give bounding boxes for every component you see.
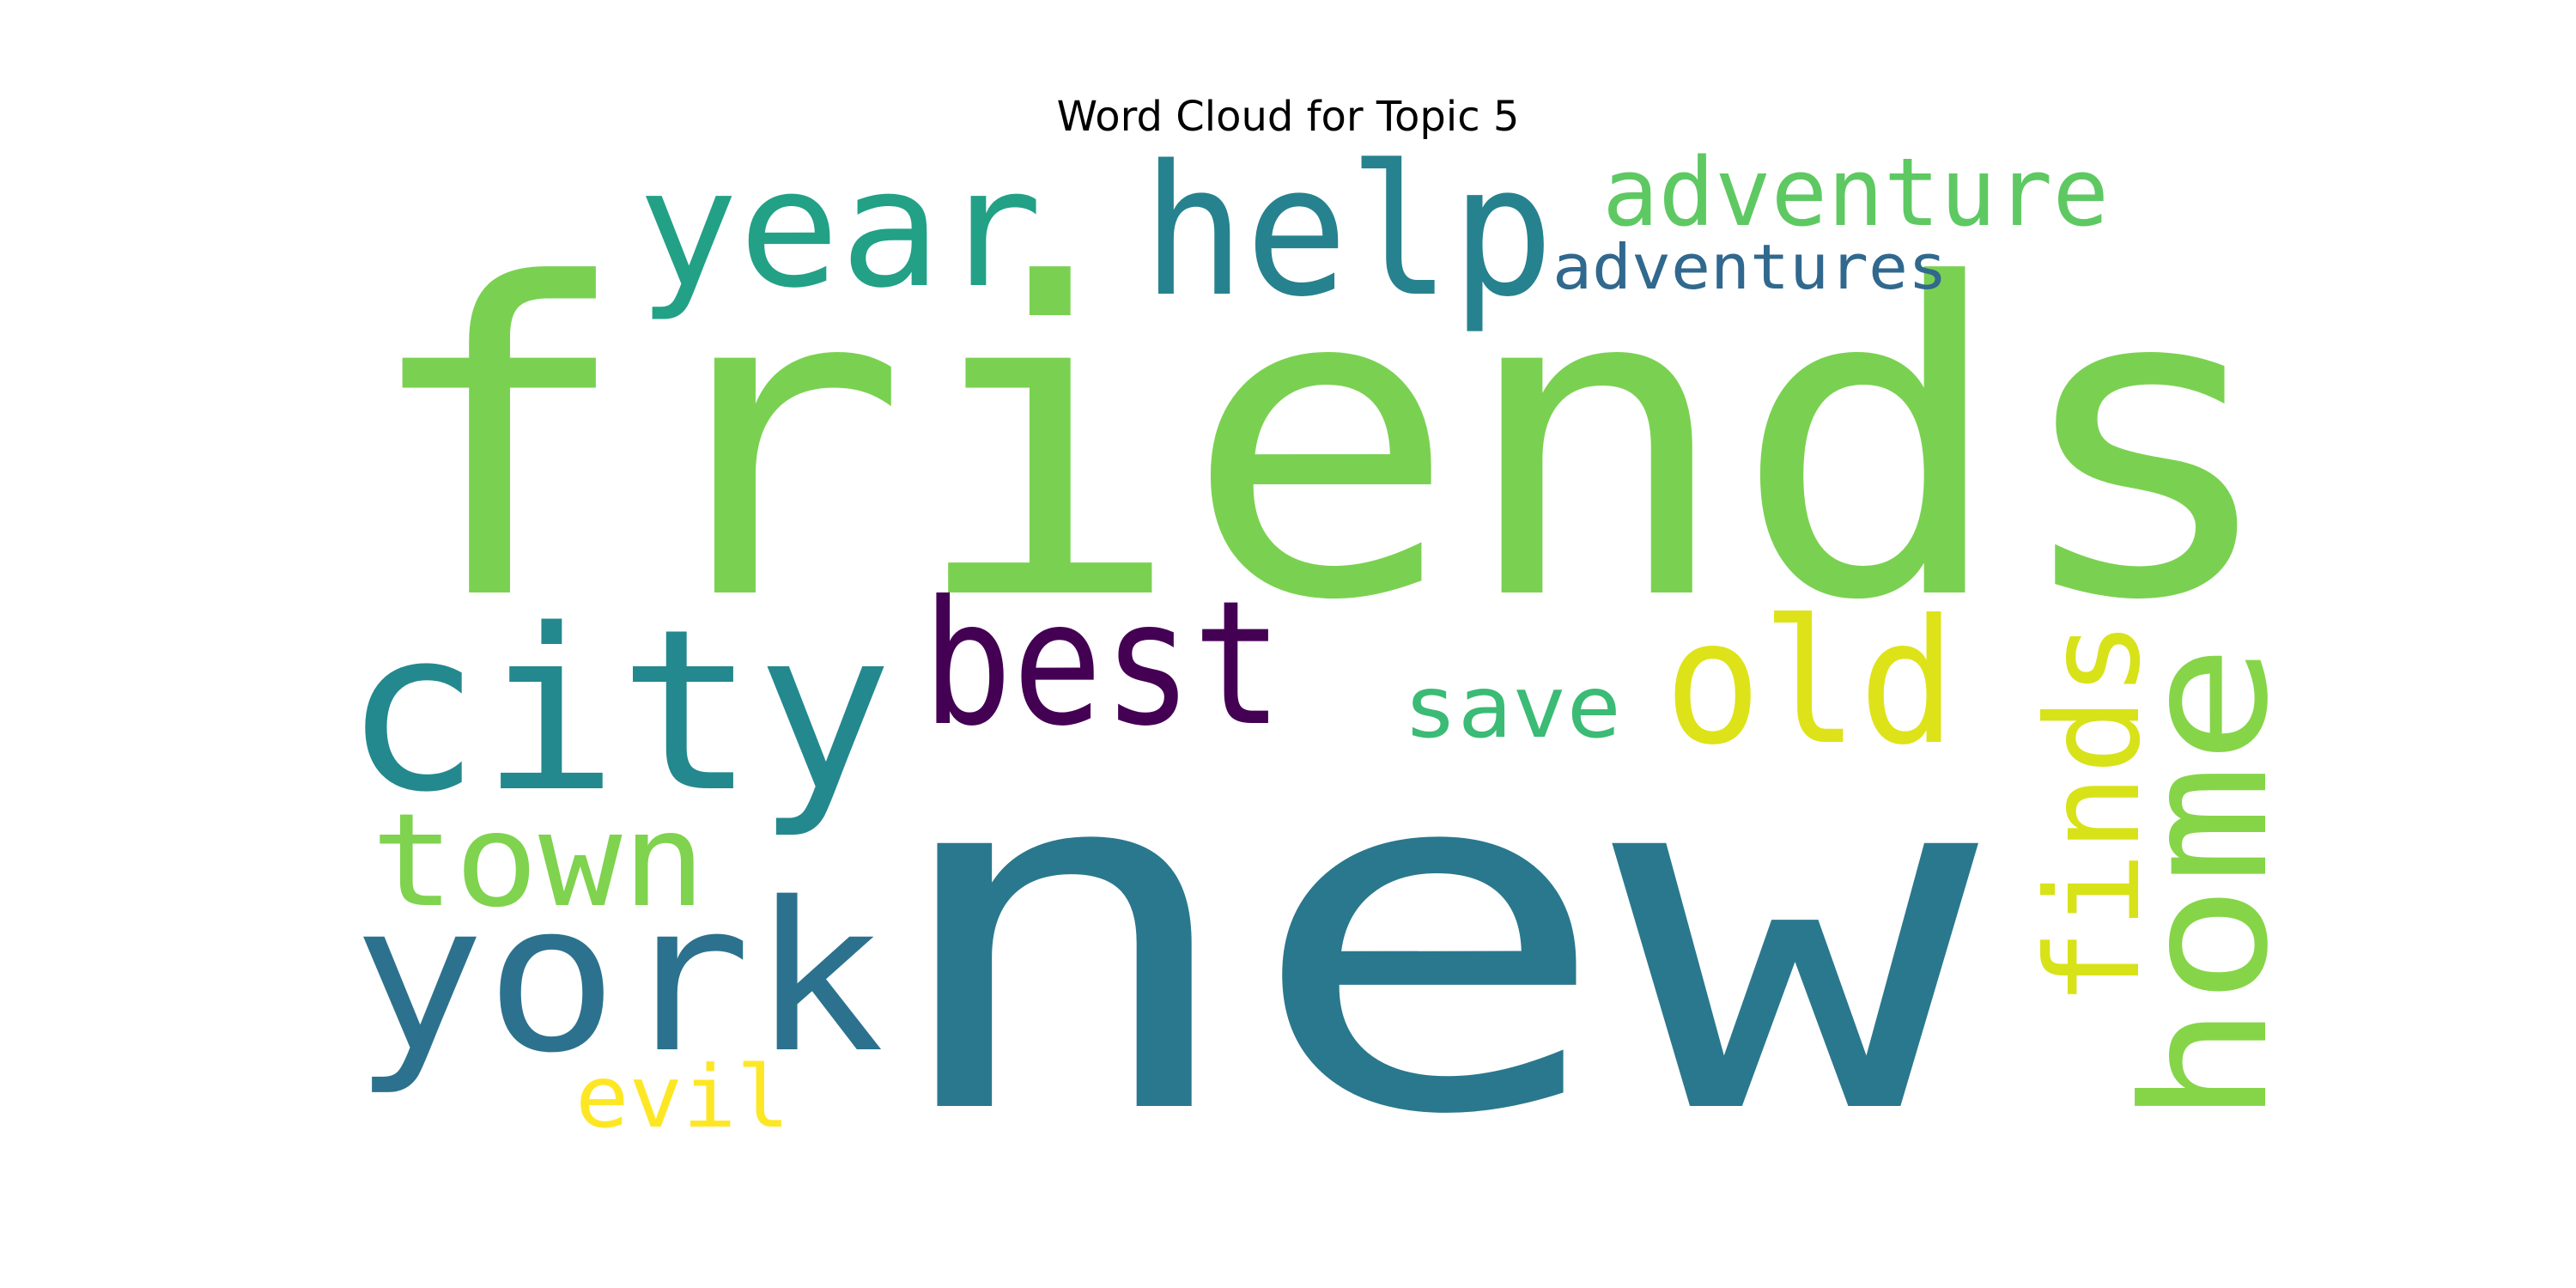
word-friends: friends: [359, 194, 2282, 694]
word-year: year: [637, 134, 1042, 324]
word-evil: evil: [575, 1047, 790, 1147]
word-finds: finds: [2020, 620, 2169, 1006]
word-new: new: [879, 660, 1983, 1220]
word-save: save: [1403, 657, 1621, 757]
word-best: best: [922, 564, 1283, 764]
word-home: home: [2106, 644, 2306, 1125]
word-town: town: [371, 787, 706, 936]
word-adventures: adventures: [1552, 231, 1947, 303]
word-adventure: adventure: [1602, 137, 2109, 247]
word-york: york: [352, 858, 884, 1098]
word-city: city: [343, 582, 893, 841]
chart-title: Word Cloud for Topic 5: [1056, 93, 1520, 141]
word-help: help: [1142, 126, 1554, 337]
word-old: old: [1664, 583, 1956, 783]
